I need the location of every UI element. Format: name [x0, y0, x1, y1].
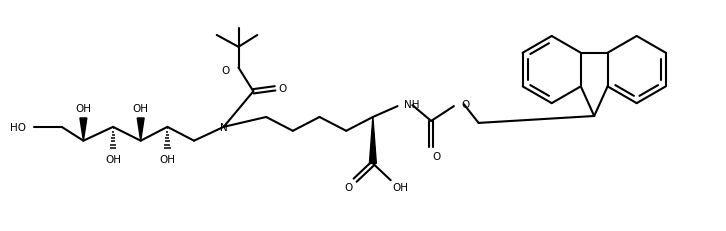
Text: O: O: [462, 100, 470, 110]
Polygon shape: [80, 119, 87, 141]
Text: OH: OH: [160, 155, 176, 165]
Text: NH: NH: [404, 100, 419, 110]
Text: OH: OH: [393, 182, 409, 192]
Text: HO: HO: [10, 122, 26, 132]
Text: O: O: [344, 182, 352, 192]
Text: O: O: [432, 152, 440, 162]
Polygon shape: [137, 119, 144, 141]
Text: O: O: [221, 65, 229, 75]
Text: OH: OH: [133, 104, 149, 114]
Text: OH: OH: [105, 155, 121, 165]
Polygon shape: [370, 118, 376, 164]
Text: N: N: [220, 122, 227, 132]
Text: OH: OH: [76, 104, 91, 114]
Text: O: O: [279, 84, 287, 94]
